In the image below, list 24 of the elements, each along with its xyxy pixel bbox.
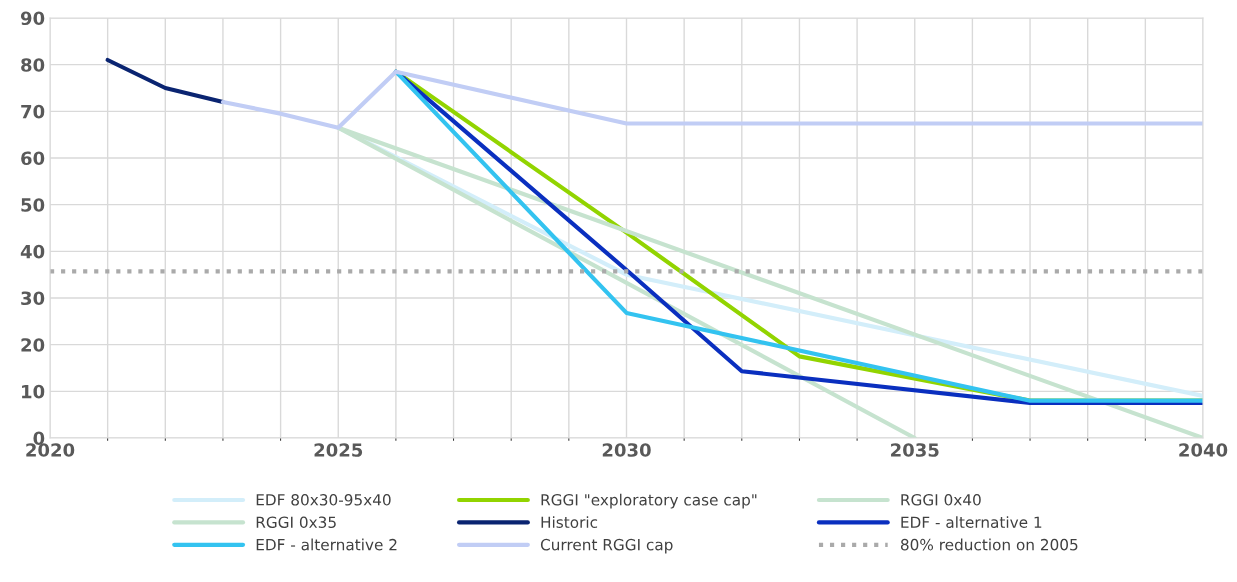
y-tick-label: 80 xyxy=(21,58,45,72)
y-tick-label: 10 xyxy=(22,384,45,399)
x-tick-label: 2030 xyxy=(602,443,651,457)
y-tick-label: 60 xyxy=(21,151,45,166)
legend-label: EDF - alternative 1 xyxy=(901,516,1042,528)
legend-label: EDF - alternative 2 xyxy=(256,538,397,551)
legend-label: RGGI 0x35 xyxy=(256,516,336,528)
y-tick-label: 50 xyxy=(21,198,45,212)
legend-label: 80% reduction on 2005 xyxy=(900,538,1078,551)
y-tick-label: 70 xyxy=(21,104,45,119)
legend-label: Current RGGI cap xyxy=(540,538,673,554)
legend-label: RGGI "exploratory case cap" xyxy=(541,493,757,509)
legend-label: Historic xyxy=(541,516,598,528)
x-tick-label: 2020 xyxy=(26,443,75,457)
legend-label: EDF 80x30-95x40 xyxy=(256,494,391,506)
x-tick-label: 2025 xyxy=(314,443,363,457)
x-tick-label: 2035 xyxy=(891,443,939,457)
y-tick-label: 20 xyxy=(21,338,45,352)
y-tick-label: 0 xyxy=(33,431,45,446)
y-tick-label: 90 xyxy=(20,11,45,26)
y-tick-label: 40 xyxy=(20,244,45,259)
y-tick-label: 30 xyxy=(21,291,45,306)
legend-label: RGGI 0x40 xyxy=(901,494,981,506)
x-tick-label: 2040 xyxy=(1179,443,1228,457)
